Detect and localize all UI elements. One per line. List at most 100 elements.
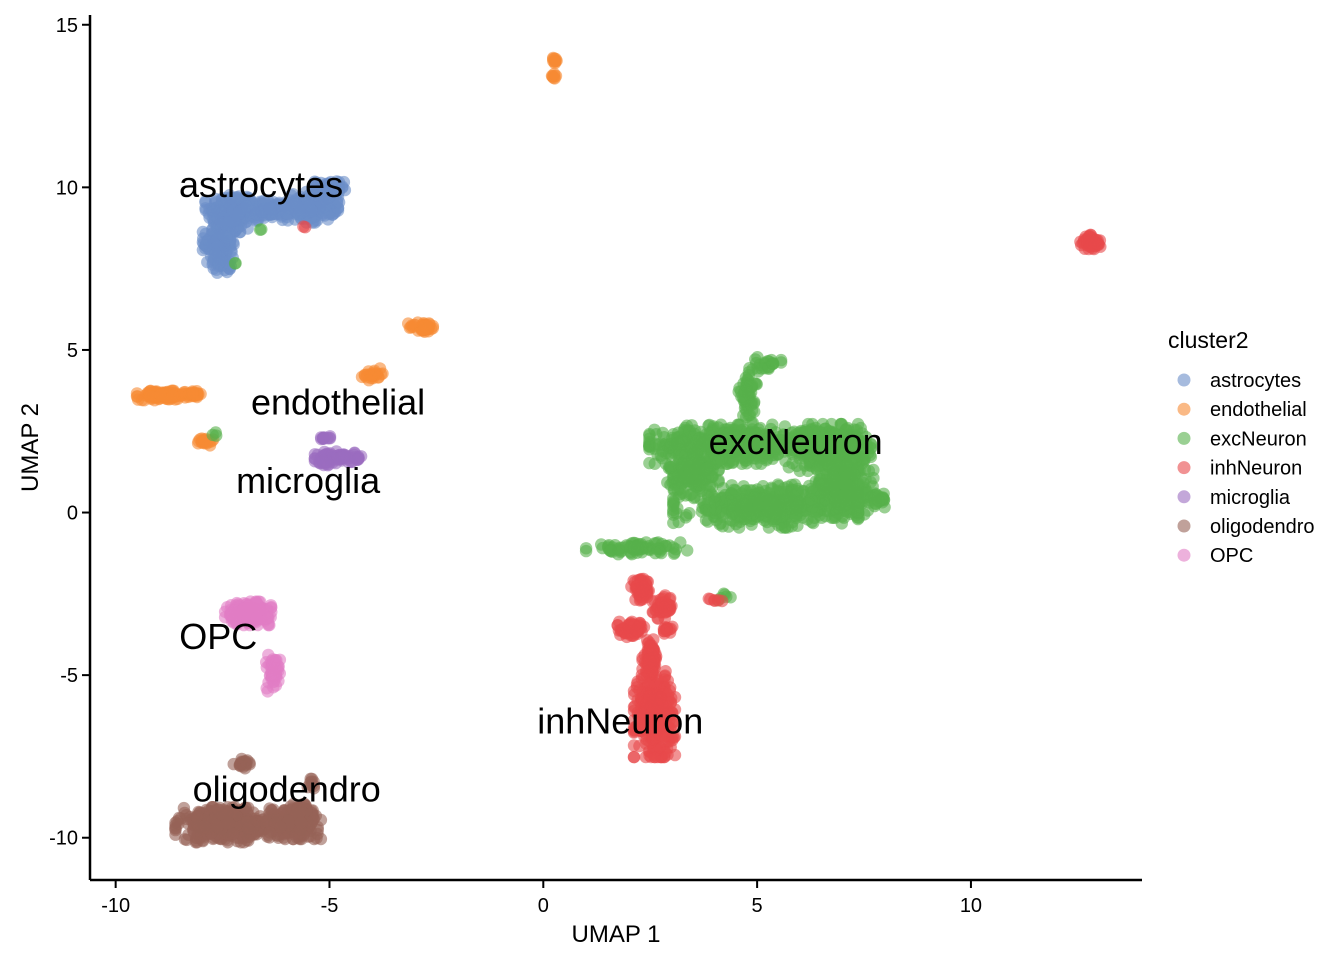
data-point xyxy=(241,222,254,235)
cluster-label-endothelial: endothelial xyxy=(251,382,425,423)
data-point xyxy=(278,832,292,846)
legend-swatch xyxy=(1177,548,1191,562)
legend-swatch xyxy=(1177,519,1191,533)
legend-item-endothelial: endothelial xyxy=(1177,399,1307,421)
x-axis-ticks: -10 -5 0 5 10 xyxy=(101,880,982,917)
data-point xyxy=(651,750,664,764)
data-point xyxy=(220,230,233,244)
x-tick-label: 5 xyxy=(752,895,763,917)
data-point xyxy=(186,387,199,400)
y-tick-label: 0 xyxy=(67,503,78,525)
data-point xyxy=(667,499,680,512)
data-point xyxy=(130,387,144,400)
data-point xyxy=(693,478,706,491)
data-point xyxy=(206,223,219,236)
data-point xyxy=(628,688,641,701)
y-tick-label: 10 xyxy=(56,177,78,199)
x-tick-label: 0 xyxy=(538,895,549,917)
cluster-label-astrocytes: astrocytes xyxy=(179,164,343,205)
data-point xyxy=(211,820,224,834)
data-point xyxy=(714,492,727,506)
data-point xyxy=(749,434,763,447)
y-tick-label: 5 xyxy=(67,340,78,362)
legend-swatch xyxy=(1177,373,1191,387)
data-point xyxy=(732,418,745,431)
data-point xyxy=(830,505,843,519)
data-point xyxy=(307,832,321,846)
data-point xyxy=(144,390,157,403)
data-point xyxy=(263,202,277,215)
y-axis-label: UMAP 2 xyxy=(17,403,44,492)
data-point xyxy=(611,619,624,632)
data-point xyxy=(222,816,235,830)
data-point xyxy=(727,431,741,444)
data-point xyxy=(154,388,167,402)
legend-item-excNeuron: excNeuron xyxy=(1177,428,1307,450)
y-tick-label: 15 xyxy=(56,15,78,37)
legend-swatch xyxy=(1177,402,1191,416)
data-point xyxy=(314,813,328,827)
data-point xyxy=(620,539,633,552)
data-point xyxy=(713,518,726,531)
y-tick-label: -10 xyxy=(49,828,78,850)
data-point xyxy=(748,491,761,504)
data-point xyxy=(745,398,758,412)
data-point xyxy=(332,196,346,209)
data-point xyxy=(255,223,268,236)
data-point xyxy=(627,750,641,764)
data-point xyxy=(765,353,778,367)
data-point xyxy=(703,503,716,517)
data-point xyxy=(675,457,689,471)
data-point xyxy=(751,351,764,364)
legend-label: excNeuron xyxy=(1210,428,1307,450)
data-point xyxy=(663,604,676,617)
data-point xyxy=(627,619,640,633)
data-point xyxy=(775,510,788,523)
data-point xyxy=(268,668,281,681)
x-tick-label: -10 xyxy=(101,895,130,917)
data-point xyxy=(791,499,804,513)
data-point xyxy=(704,593,717,606)
series-astrocytes xyxy=(196,175,352,279)
legend-swatch xyxy=(1177,490,1191,504)
legend-label: OPC xyxy=(1210,545,1253,567)
y-tick-label: -5 xyxy=(60,665,78,687)
data-point xyxy=(751,510,764,523)
data-point xyxy=(242,822,255,835)
data-point xyxy=(263,826,276,839)
data-point xyxy=(694,493,707,506)
data-point xyxy=(229,257,242,270)
data-point xyxy=(827,471,841,484)
cluster-label-microglia: microglia xyxy=(236,460,381,501)
legend-item-microglia: microglia xyxy=(1177,487,1291,509)
data-point xyxy=(242,600,255,613)
legend-label: astrocytes xyxy=(1210,370,1301,392)
cluster-label-oligodendro: oligodendro xyxy=(193,769,381,810)
data-point xyxy=(643,456,656,470)
series-excNeuron xyxy=(206,223,891,624)
data-point xyxy=(273,653,287,666)
data-point xyxy=(683,424,696,437)
data-point xyxy=(294,816,307,829)
legend-item-inhNeuron: inhNeuron xyxy=(1177,458,1302,480)
x-tick-label: -5 xyxy=(321,895,339,917)
points-layer xyxy=(130,51,1107,849)
data-point xyxy=(297,220,310,233)
data-point xyxy=(190,810,203,823)
data-point xyxy=(280,206,293,220)
data-point xyxy=(765,482,779,496)
data-point xyxy=(224,191,237,205)
data-point xyxy=(207,204,220,217)
data-point xyxy=(274,821,287,834)
data-point xyxy=(706,425,719,438)
data-point xyxy=(631,540,644,554)
data-point xyxy=(548,67,561,81)
data-point xyxy=(362,365,375,378)
data-point xyxy=(875,493,888,506)
legend-label: inhNeuron xyxy=(1210,458,1302,480)
data-point xyxy=(423,318,436,331)
cluster-label-excNeuron: excNeuron xyxy=(709,421,883,462)
y-axis-ticks: -10 -5 0 5 10 15 xyxy=(49,15,90,850)
data-point xyxy=(860,487,873,500)
data-point xyxy=(172,817,185,830)
